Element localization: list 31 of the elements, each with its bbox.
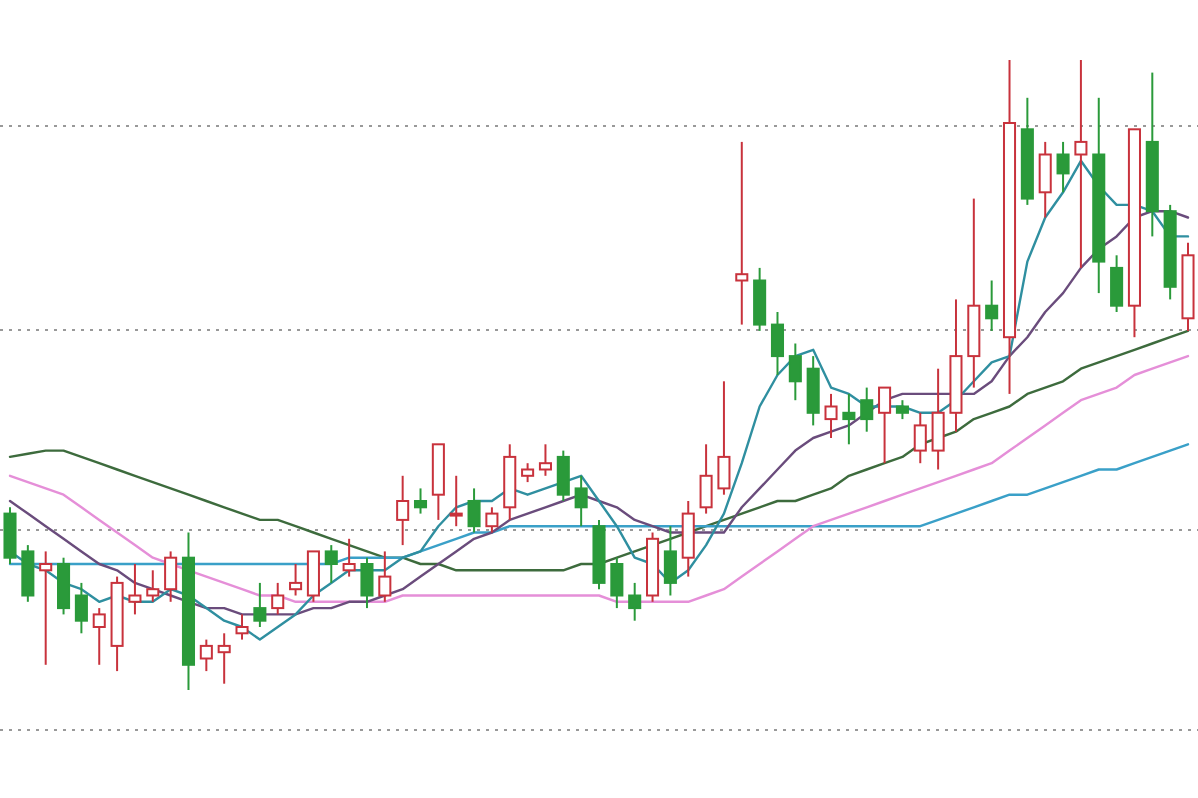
candlestick: [413, 487, 428, 515]
candlestick: [503, 443, 517, 521]
candlestick: [931, 367, 945, 471]
candlestick: [485, 506, 499, 534]
candlestick: [699, 443, 713, 515]
candlestick: [1038, 140, 1052, 219]
candlestick: [1092, 96, 1106, 295]
candlestick: [1145, 71, 1159, 238]
candlestick: [824, 392, 838, 439]
candlestick: [1056, 140, 1070, 194]
candlestick: [1074, 59, 1088, 269]
candlestick: [770, 311, 785, 376]
candlestick: [467, 487, 481, 534]
candlestick: [735, 140, 749, 326]
candlestick: [289, 563, 303, 597]
candlestick: [217, 632, 231, 685]
candlestick: [985, 279, 999, 332]
candlestick: [181, 531, 196, 691]
candlestick: [663, 525, 677, 597]
candlestick: [164, 550, 178, 603]
candlestick: [717, 380, 731, 496]
candlestick: [967, 197, 981, 389]
candlestick: [342, 537, 356, 578]
candlestick: [1002, 59, 1017, 395]
candlestick: [396, 474, 410, 547]
candlestick: [681, 500, 695, 578]
candlestick: [628, 581, 642, 622]
candlestick: [842, 392, 856, 446]
candlestick: [235, 613, 249, 641]
candlestick: [949, 298, 963, 433]
candlestick: [39, 550, 53, 666]
